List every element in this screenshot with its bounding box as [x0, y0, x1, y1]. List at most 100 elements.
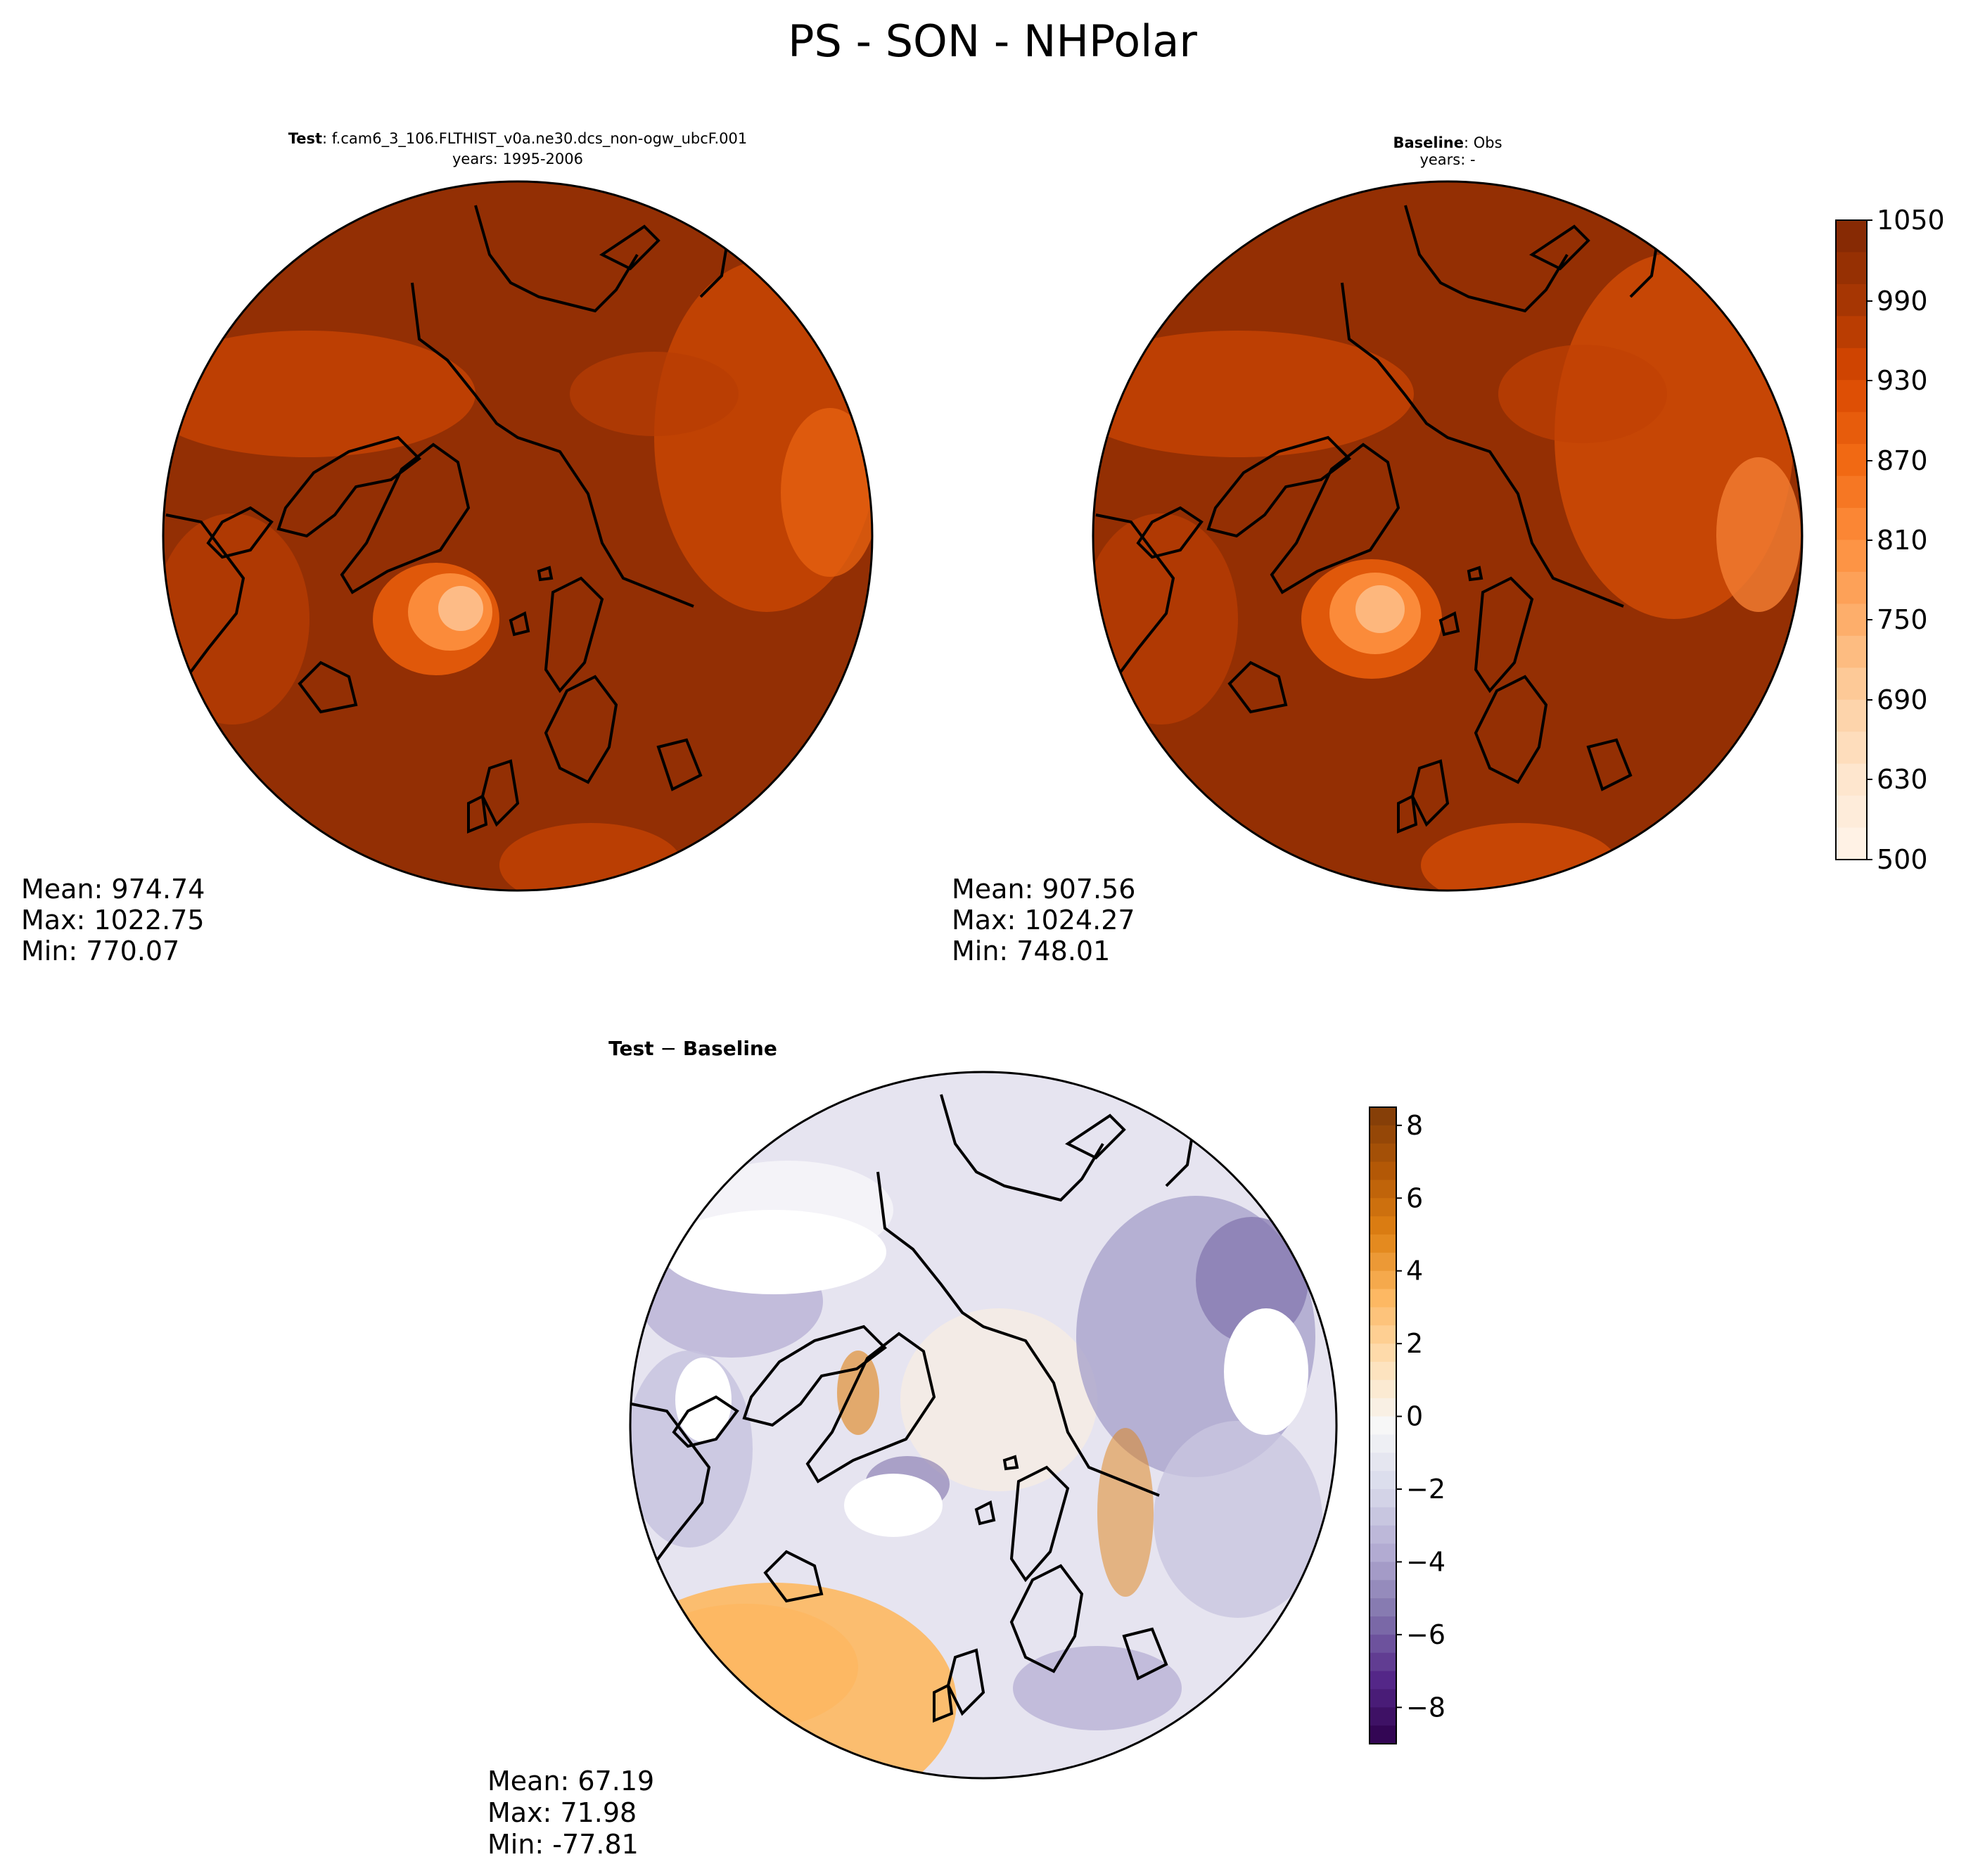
colorbar-diff-band	[1370, 1562, 1396, 1581]
colorbar-diff-band	[1370, 1325, 1396, 1344]
colorbar-top-tick-label: 630	[1877, 764, 1928, 795]
colorbar-diff-band	[1370, 1652, 1396, 1672]
baseline-map-border	[1092, 180, 1804, 892]
colorbar-diff-band	[1370, 1689, 1396, 1708]
test-max: Max: 1022.75	[21, 905, 205, 936]
colorbar-diff-band	[1370, 1125, 1396, 1144]
colorbar-diff-frame	[1369, 1106, 1397, 1744]
colorbar-diff-band	[1370, 1580, 1396, 1599]
colorbar-top-band	[1836, 763, 1867, 796]
colorbar-top-band	[1836, 476, 1867, 509]
colorbar-diff-band	[1370, 1398, 1396, 1417]
colorbar-top-band	[1836, 732, 1867, 765]
test-map-border	[162, 180, 874, 892]
colorbar-diff-band	[1370, 1416, 1396, 1436]
colorbar-top-band	[1836, 316, 1867, 349]
baseline-subtitle: years: -	[1419, 151, 1475, 168]
baseline-title-rest: : Obs	[1464, 134, 1502, 151]
baseline-title-bold: Baseline	[1393, 134, 1464, 151]
colorbar-top-band	[1836, 508, 1867, 541]
colorbar-diff-band	[1370, 1107, 1396, 1126]
diff-max: Max: 71.98	[487, 1797, 637, 1828]
figure-title: PS - SON - NHPolar	[788, 15, 1197, 67]
diff-mean: Mean: 67.19	[487, 1766, 654, 1797]
diff-title-op: −	[654, 1037, 683, 1060]
colorbar-diff-tick-label: 4	[1406, 1256, 1423, 1287]
colorbar-diff-band	[1370, 1362, 1396, 1381]
baseline-max: Max: 1024.27	[952, 905, 1135, 936]
diff-title-bold2: Baseline	[683, 1037, 777, 1060]
colorbar-diff-band	[1370, 1725, 1396, 1744]
colorbar-diff-band	[1370, 1161, 1396, 1181]
test-map	[163, 181, 872, 891]
colorbar-top-band	[1836, 827, 1867, 860]
test-title: Test: f.cam6_3_106.FLTHIST_v0a.ne30.dcs_…	[288, 130, 748, 148]
colorbar-diff-band	[1370, 1598, 1396, 1617]
colorbar-top-tick-label: 930	[1877, 365, 1928, 396]
test-min: Min: 770.07	[21, 936, 179, 966]
colorbar-top-band	[1836, 796, 1867, 829]
colorbar-diff-band	[1370, 1616, 1396, 1635]
colorbar-diff-band	[1370, 1143, 1396, 1163]
diff-title-bold: Test	[608, 1037, 653, 1060]
colorbar-diff-band	[1370, 1198, 1396, 1217]
panel-baseline: Baseline: Obs years: - Mean: 907.56 Max:…	[952, 134, 1945, 966]
colorbar-top-band	[1836, 604, 1867, 637]
colorbar-diff-band	[1370, 1180, 1396, 1199]
colorbar-diff-band	[1370, 1471, 1396, 1490]
colorbar-diff-band	[1370, 1270, 1396, 1290]
colorbar-diff-band	[1370, 1525, 1396, 1545]
colorbar-diff-tick-label: −4	[1406, 1546, 1445, 1577]
test-lighter-regions	[163, 260, 872, 891]
colorbar-top-tick-label: 870	[1877, 445, 1928, 476]
colorbar-diff-band	[1370, 1234, 1396, 1253]
colorbar-diff-band	[1370, 1507, 1396, 1526]
test-title-rest: : f.cam6_3_106.FLTHIST_v0a.ne30.dcs_non-…	[322, 130, 747, 148]
colorbar-diff-band	[1370, 1252, 1396, 1272]
colorbar-diff-band	[1370, 1671, 1396, 1690]
test-title-bold: Test	[288, 130, 322, 147]
colorbar-diff-band	[1370, 1434, 1396, 1453]
colorbar-diff-band	[1370, 1634, 1396, 1654]
diff-min: Min: -77.81	[487, 1829, 639, 1860]
colorbar-diff-tick-label: 6	[1406, 1182, 1423, 1213]
colorbar-top-band	[1836, 571, 1867, 604]
colorbar-diff-band	[1370, 1543, 1396, 1563]
colorbar-top-band	[1836, 347, 1867, 381]
baseline-min: Min: 748.01	[952, 936, 1110, 966]
colorbar-top-tick-label: 500	[1877, 844, 1928, 875]
panel-test: Test: f.cam6_3_106.FLTHIST_v0a.ne30.dcs_…	[21, 130, 874, 966]
colorbar-diff-band	[1370, 1344, 1396, 1363]
colorbar-top: 1050 990 930 870 810 750 690 630 500	[1835, 205, 1945, 875]
colorbar-diff-tick-label: −8	[1406, 1692, 1445, 1723]
diff-map	[630, 1072, 1336, 1778]
colorbar-top-tick-label: 750	[1877, 604, 1928, 635]
test-mean: Mean: 974.74	[21, 874, 205, 905]
colorbar-top-tick-label: 810	[1877, 525, 1928, 556]
colorbar-diff-tick-label: 8	[1406, 1110, 1423, 1141]
colorbar-top-band	[1836, 444, 1867, 477]
colorbar-diff-band	[1370, 1707, 1396, 1726]
colorbar-diff-band	[1370, 1379, 1396, 1399]
colorbar-top-band	[1836, 283, 1867, 317]
baseline-mean: Mean: 907.56	[952, 874, 1135, 905]
colorbar-diff-band	[1370, 1289, 1396, 1308]
diff-title: Test − Baseline	[608, 1037, 777, 1060]
colorbar-diff-band	[1370, 1307, 1396, 1326]
baseline-lighter-regions	[1093, 253, 1801, 891]
colorbar-top-band	[1836, 220, 1867, 253]
diff-map-border	[629, 1071, 1338, 1780]
panel-difference: Test − Baseline	[487, 1037, 1445, 1860]
colorbar-diff-band	[1370, 1453, 1396, 1472]
test-subtitle: years: 1995-2006	[452, 151, 583, 167]
colorbar-diff: 8 6 4 2 0 −2 −4 −6 −8	[1369, 1106, 1445, 1744]
colorbar-diff-tick-label: −2	[1406, 1474, 1445, 1505]
colorbar-top-band	[1836, 540, 1867, 573]
colorbar-top-band	[1836, 380, 1867, 413]
colorbar-top-tick-label: 990	[1877, 286, 1928, 317]
colorbar-top-band	[1836, 668, 1867, 701]
colorbar-top-band	[1836, 411, 1867, 445]
colorbar-diff-tick-label: 2	[1406, 1328, 1423, 1359]
colorbar-diff-tick-label: −6	[1406, 1619, 1445, 1650]
